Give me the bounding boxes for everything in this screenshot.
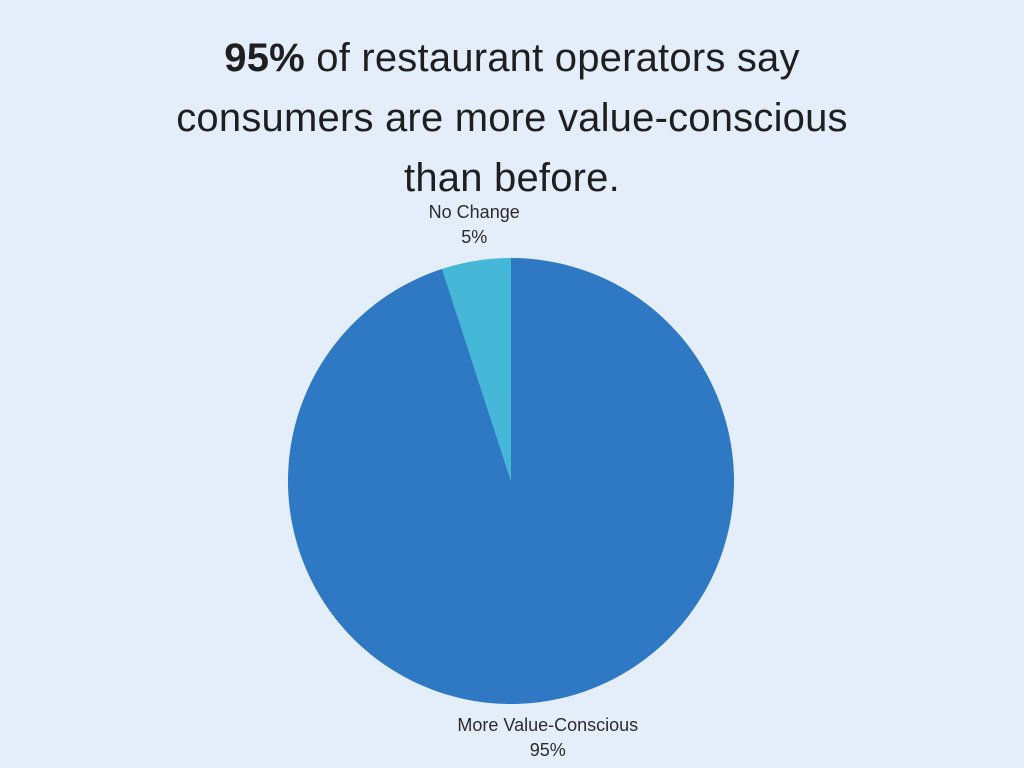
slice-label-percent: 5% [461, 227, 487, 247]
title-line-3: than before. [404, 156, 620, 200]
title-line-1: 95% of restaurant operators say [0, 28, 1024, 88]
title-line-2: consumers are more value-conscious [176, 96, 848, 140]
slice-label-percent: 95% [530, 740, 566, 760]
pie-slice-more-value-conscious [287, 258, 734, 705]
slice-label-name: No Change [429, 202, 520, 222]
title-bold-stat: 95% [224, 36, 305, 80]
slice-label-no-change: No Change 5% [429, 202, 520, 247]
slice-label-more-value-conscious: More Value-Conscious 95% [457, 715, 638, 760]
title-line-1-rest: of restaurant operators say [304, 36, 800, 80]
slice-label-name: More Value-Conscious [457, 715, 638, 735]
pie-slice-no-change [442, 258, 511, 481]
chart-title: 95% of restaurant operators say consumer… [0, 28, 1024, 208]
